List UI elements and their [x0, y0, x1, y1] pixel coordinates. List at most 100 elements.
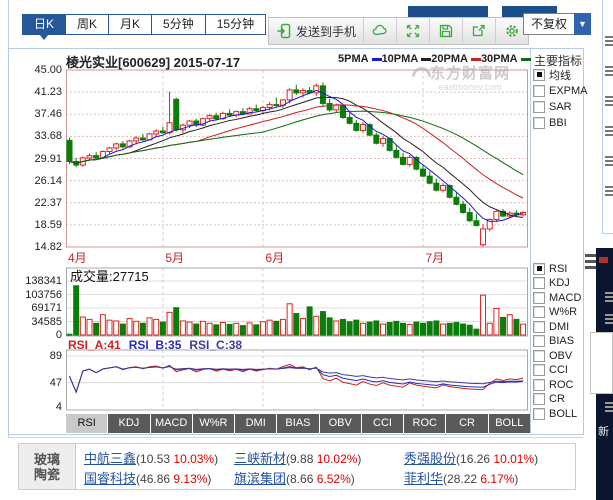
kline-chart-svg: [66, 69, 528, 411]
indicator-tab-W%R[interactable]: W%R: [192, 414, 235, 433]
checkbox-sub-BIAS[interactable]: BIAS: [533, 335, 574, 348]
stock-link[interactable]: 菲利华: [404, 471, 444, 486]
stock-link[interactable]: 三峡新材: [234, 451, 287, 466]
stock-price: 46.86: [140, 472, 171, 486]
indicator-tab-BIAS[interactable]: BIAS: [277, 414, 319, 433]
indicator-tab-BOLL[interactable]: BOLL: [488, 414, 530, 433]
indicator-tab-MACD[interactable]: MACD: [150, 414, 192, 433]
adjust-dropdown-arrow-icon[interactable]: ▼: [574, 13, 591, 35]
checkbox-main-SAR[interactable]: SAR: [533, 100, 572, 113]
checkbox-sub-DMI[interactable]: DMI: [533, 320, 569, 333]
period-tab-2[interactable]: 月K: [108, 14, 153, 35]
right-text-fragment: [605, 126, 613, 128]
checkbox-box: [533, 335, 545, 348]
stock-entry-4: 旗滨集团(8.66 6.52%): [234, 468, 355, 487]
checkbox-box: [533, 393, 545, 406]
indicator-tab-OBV[interactable]: OBV: [319, 414, 361, 433]
checkbox-box: [533, 306, 545, 319]
price-axis-label-6: 22.37: [34, 196, 62, 209]
legend-item-10PMA: 10PMA: [382, 53, 432, 65]
checkbox-sub-CR[interactable]: CR: [533, 393, 565, 406]
indicator-tabs: RSI KDJ MACD W%R DMI BIAS OBV CCI ROC CR BOLL: [66, 414, 530, 433]
ma-legend: 5PMA 10PMA 20PMA 30PMA: [338, 53, 531, 65]
right-text-fragment: [605, 292, 613, 294]
checkbox-sub-ROC[interactable]: ROC: [533, 378, 573, 391]
checkbox-sub-CCI[interactable]: CCI: [533, 364, 568, 377]
checkbox-main-EXPMA[interactable]: EXPMA: [533, 84, 588, 97]
checkbox-sub-RSI[interactable]: RSI: [533, 262, 567, 275]
stock-entry-2: 秀强股份(16.26 10.01%): [404, 448, 538, 467]
save-icon: [439, 24, 453, 38]
save-button[interactable]: [429, 18, 462, 44]
adjust-dropdown[interactable]: 不复权: [523, 13, 575, 35]
stock-link[interactable]: 秀强股份: [404, 451, 457, 466]
paren-close: ): [207, 472, 212, 486]
checkbox-box: [533, 349, 545, 362]
rsi-value-1: RSI_B:35: [128, 338, 182, 352]
checkbox-label: W%R: [549, 306, 578, 319]
period-tabs: 日K 周K 月K 5分钟 15分钟: [22, 14, 267, 40]
right-text-fragment: [605, 402, 613, 404]
checkbox-box: [533, 262, 545, 275]
candlestick-pane: [66, 69, 528, 248]
indicator-tab-CR[interactable]: CR: [446, 414, 488, 433]
background-tab-bar-2: [502, 6, 557, 17]
right-text-fragment: [605, 314, 613, 316]
period-tab-4[interactable]: 15分钟: [204, 14, 267, 35]
indicator-tab-ROC[interactable]: ROC: [404, 414, 446, 433]
right-floating-widget[interactable]: [590, 332, 613, 394]
indicator-tab-KDJ[interactable]: KDJ: [108, 414, 150, 433]
paren-open: (: [136, 472, 141, 486]
volume-axis-label-3: 34585: [31, 315, 62, 328]
volume-axis-label-1: 103756: [25, 288, 62, 301]
right-sidebar-section-glyph: [585, 254, 597, 257]
stock-price: 8.66: [290, 472, 314, 486]
watermark-domain: eastmoney.com: [438, 82, 502, 92]
stock-link[interactable]: 旗滨集团: [234, 471, 287, 486]
period-tab-3[interactable]: 5分钟: [151, 14, 206, 35]
checkbox-label: CR: [549, 393, 565, 406]
fullscreen-button[interactable]: [396, 18, 429, 44]
share-button[interactable]: [462, 18, 495, 44]
checkbox-box: [533, 84, 545, 97]
checkbox-main-BBI[interactable]: BBI: [533, 116, 567, 129]
cloud-button[interactable]: [363, 18, 396, 44]
send-to-phone-button[interactable]: 发送到手机: [269, 18, 363, 44]
right-sidebar-border-1: [602, 0, 603, 233]
background-tab-bar-1: [408, 6, 488, 17]
right-text-fragment: [605, 66, 613, 68]
checkbox-sub-W%R[interactable]: W%R: [533, 306, 577, 319]
indicator-tab-CCI[interactable]: CCI: [361, 414, 404, 433]
checkbox-sub-KDJ[interactable]: KDJ: [533, 277, 570, 290]
legend-item-5PMA: 5PMA: [338, 53, 382, 65]
legend-color-dash: [520, 57, 531, 61]
legend-label: 10PMA: [381, 53, 419, 65]
indicator-tab-RSI[interactable]: RSI: [66, 414, 108, 433]
paren-close: ): [534, 452, 539, 466]
checkbox-sub-BOLL[interactable]: BOLL: [533, 408, 577, 421]
sector-category-line2: 陶瓷: [33, 466, 60, 482]
price-axis-label-4: 29.91: [34, 152, 62, 165]
checkbox-sub-OBV[interactable]: OBV: [533, 349, 572, 362]
period-tab-0[interactable]: 日K: [22, 14, 67, 40]
fullscreen-icon: [406, 24, 420, 38]
ma-line-5: [69, 89, 524, 222]
stock-price: 28.22: [447, 472, 478, 486]
checkbox-sub-MACD[interactable]: MACD: [533, 291, 581, 304]
checkbox-label: BBI: [549, 116, 567, 129]
checkbox-main-均线[interactable]: 均线: [533, 68, 571, 82]
send-to-phone-label: 发送到手机: [296, 24, 357, 39]
settings-button[interactable]: [495, 18, 528, 44]
right-text-fragment: [605, 36, 613, 38]
rsi-value-2: RSI_C:38: [189, 338, 243, 352]
stock-link[interactable]: 中航三鑫: [84, 451, 137, 466]
cloud-icon: [372, 24, 387, 36]
checkbox-label: KDJ: [549, 277, 570, 290]
sector-panel: 玻璃 陶瓷 中航三鑫(10.53 10.03%) 三峡新材(9.88 10.02%…: [18, 443, 576, 490]
indicator-tab-DMI[interactable]: DMI: [235, 414, 277, 433]
panel-divider: [530, 48, 531, 433]
stock-change: 6.17%: [480, 472, 515, 486]
settings-icon: [506, 25, 518, 37]
period-tab-1[interactable]: 周K: [65, 14, 110, 35]
stock-link[interactable]: 国睿科技: [84, 471, 137, 486]
